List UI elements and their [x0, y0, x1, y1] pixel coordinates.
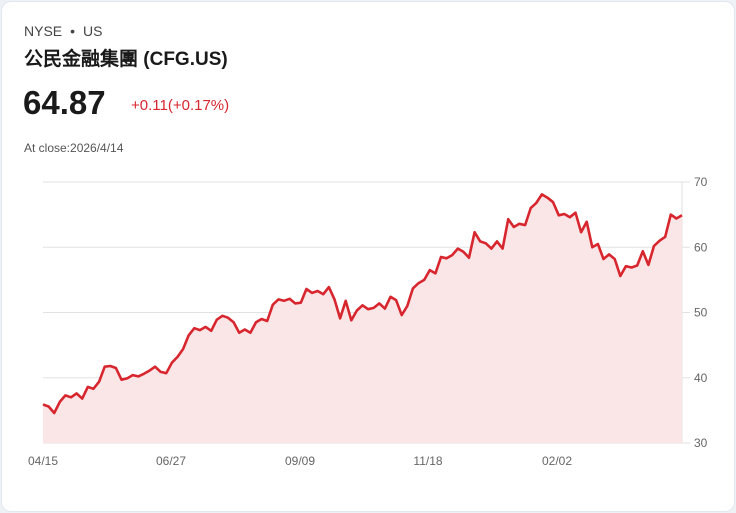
- exchange-name: NYSE: [24, 23, 63, 39]
- stock-price: 64.87: [23, 84, 106, 121]
- exchange-line: NYSE • US: [24, 23, 102, 39]
- y-tick-label: 50: [694, 306, 708, 320]
- y-tick-label: 30: [694, 436, 708, 450]
- separator-dot: •: [70, 23, 76, 39]
- x-tick-label: 06/27: [156, 454, 186, 468]
- x-axis-labels: 04/15 06/27 09/09 11/18 02/02: [28, 454, 572, 468]
- price-area: [43, 194, 682, 443]
- x-tick-label: 04/15: [28, 454, 58, 468]
- stock-title: 公民金融集團 (CFG.US): [24, 49, 228, 70]
- region: US: [83, 23, 103, 39]
- x-tick-label: 11/18: [413, 454, 442, 468]
- close-date: At close:2026/4/14: [24, 141, 124, 155]
- y-axis-labels: 30 40 50 60 70: [694, 175, 708, 450]
- y-tick-label: 70: [694, 175, 708, 189]
- x-tick-label: 02/02: [542, 454, 572, 468]
- x-tick-label: 09/09: [285, 454, 315, 468]
- price-line: [42, 193, 683, 415]
- y-tick-label: 40: [694, 371, 708, 385]
- y-tick-label: 60: [694, 240, 708, 254]
- price-change: +0.11(+0.17%): [131, 97, 230, 114]
